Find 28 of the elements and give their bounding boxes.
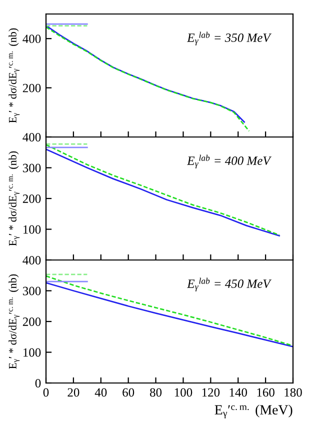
y-tick-label: 300 [22,164,41,172]
annotation: E$_{γ}$$^{lab}$ = 400 MeV [187,154,272,168]
x-tick-label: 80 [150,388,162,397]
x-tick-label: 60 [122,388,134,397]
y-tick-label: 200 [22,194,41,203]
x-tick-label: 180 [284,388,302,397]
annotation: E$_{γ}$$^{lab}$ = 450 MeV [187,278,272,292]
y-tick-label: 200 [22,84,41,92]
y-tick-label: 400 [22,256,41,264]
y-tick-label: 0 [35,379,41,388]
y-tick-label: 300 [22,286,41,296]
x-tick-label: 100 [174,388,192,397]
x-tick-label: 160 [257,388,274,397]
x-tick-label: 120 [202,388,220,397]
y-tick-label: 200 [22,318,41,326]
y-axis-title: E$_{γ}$′ * dσ/dE$_{γ}$′$^{c.m.}$ (nb) [8,274,20,369]
y-axis-title: E$_{γ}$′ * dσ/dE$_{γ}$′$^{c.m.}$ (nb) [8,151,20,246]
y-axis-title: E$_{γ}$′ * dσ/dE$_{γ}$′$^{c.m.}$ (nb) [8,28,20,123]
y-tick-label: 100 [23,348,41,357]
annotation: E$_{γ}$$^{lab}$ = 350 MeV [187,32,272,46]
x-tick-label: 0 [43,388,49,397]
y-tick-label: 100 [23,225,41,234]
x-tick-label: 40 [94,388,107,397]
x-tick-label: 140 [230,388,248,397]
x-axis-title: E$_{γ}$′$^{c.m.}$ (MeV) [214,404,292,418]
y-tick-label: 400 [22,133,41,142]
y-tick-label: 400 [22,34,41,44]
x-tick-label: 20 [68,388,80,397]
